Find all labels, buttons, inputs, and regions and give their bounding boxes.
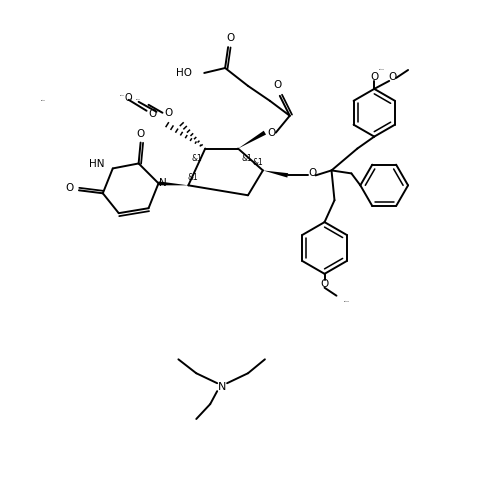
Polygon shape <box>238 131 266 149</box>
Text: &1: &1 <box>242 154 252 163</box>
Polygon shape <box>263 171 288 177</box>
Text: methyl3: methyl3 <box>343 301 349 302</box>
Text: O: O <box>125 93 132 103</box>
Text: methyl: methyl <box>120 95 125 96</box>
Text: N: N <box>218 382 226 392</box>
Text: methyl: methyl <box>41 100 46 102</box>
Text: O: O <box>388 72 396 82</box>
Text: &1: &1 <box>188 173 199 182</box>
Text: methyl: methyl <box>136 99 141 101</box>
Text: O: O <box>308 169 317 178</box>
Text: HO: HO <box>176 68 192 78</box>
Text: O: O <box>149 109 156 119</box>
Text: &1: &1 <box>192 154 203 163</box>
Text: O: O <box>268 128 276 138</box>
Text: O: O <box>370 72 378 82</box>
Text: HN: HN <box>90 159 105 170</box>
Text: O: O <box>320 279 329 289</box>
Text: N: N <box>158 178 166 189</box>
Text: O: O <box>164 108 173 118</box>
Text: O: O <box>136 129 145 139</box>
Text: O: O <box>65 183 73 193</box>
Polygon shape <box>158 181 188 185</box>
Text: O: O <box>130 98 131 99</box>
Text: O: O <box>226 33 234 43</box>
Text: &1: &1 <box>252 158 263 167</box>
Text: O: O <box>274 80 282 90</box>
